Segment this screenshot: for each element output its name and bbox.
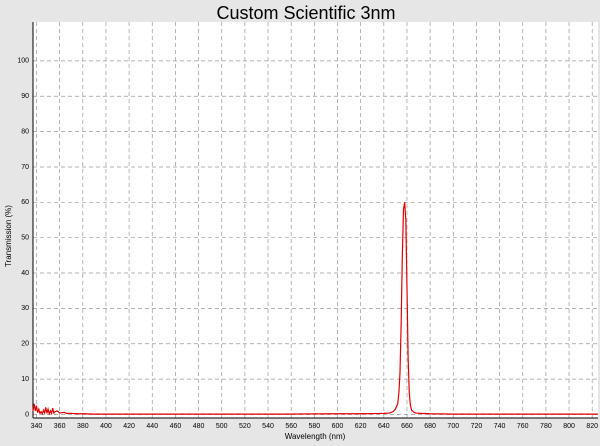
x-tick-label: 700 bbox=[447, 423, 459, 430]
y-tick-label: 60 bbox=[21, 199, 29, 206]
x-tick-label: 660 bbox=[401, 423, 413, 430]
y-tick-label: 50 bbox=[21, 235, 29, 242]
y-tick-label: 80 bbox=[21, 128, 29, 135]
y-tick-label: 30 bbox=[21, 305, 29, 312]
y-tick-label: 70 bbox=[21, 164, 29, 171]
y-tick-label: 100 bbox=[17, 58, 29, 65]
x-tick-label: 480 bbox=[193, 423, 205, 430]
plot-area bbox=[33, 22, 598, 418]
x-tick-label: 460 bbox=[170, 423, 182, 430]
x-axis-label: Wavelength (nm) bbox=[285, 432, 346, 441]
x-tick-label: 760 bbox=[517, 423, 529, 430]
y-tick-label: 10 bbox=[21, 376, 29, 383]
x-tick-label: 540 bbox=[262, 423, 274, 430]
x-tick-label: 620 bbox=[355, 423, 367, 430]
x-tick-label: 780 bbox=[540, 423, 552, 430]
x-tick-label: 360 bbox=[54, 423, 66, 430]
x-tick-label: 500 bbox=[216, 423, 228, 430]
x-tick-label: 640 bbox=[378, 423, 390, 430]
x-tick-label: 680 bbox=[424, 423, 436, 430]
x-tick-label: 740 bbox=[494, 423, 506, 430]
y-tick-label: 20 bbox=[21, 341, 29, 348]
x-tick-label: 380 bbox=[77, 423, 89, 430]
x-tick-label: 580 bbox=[308, 423, 320, 430]
x-tick-label: 720 bbox=[471, 423, 483, 430]
x-tick-label: 420 bbox=[123, 423, 135, 430]
y-tick-label: 90 bbox=[21, 93, 29, 100]
x-tick-label: 800 bbox=[563, 423, 575, 430]
chart-title: Custom Scientific 3nm bbox=[216, 3, 395, 23]
x-tick-label: 820 bbox=[586, 423, 598, 430]
x-tick-label: 400 bbox=[100, 423, 112, 430]
data-line bbox=[32, 202, 598, 416]
x-tick-label: 440 bbox=[146, 423, 158, 430]
y-axis-label: Transmission (%) bbox=[4, 205, 13, 267]
y-tick-label: 0 bbox=[25, 411, 29, 418]
x-tick-label: 340 bbox=[31, 423, 43, 430]
x-tick-label: 600 bbox=[332, 423, 344, 430]
x-tick-label: 560 bbox=[285, 423, 297, 430]
x-tick-label: 520 bbox=[239, 423, 251, 430]
y-tick-label: 40 bbox=[21, 270, 29, 277]
